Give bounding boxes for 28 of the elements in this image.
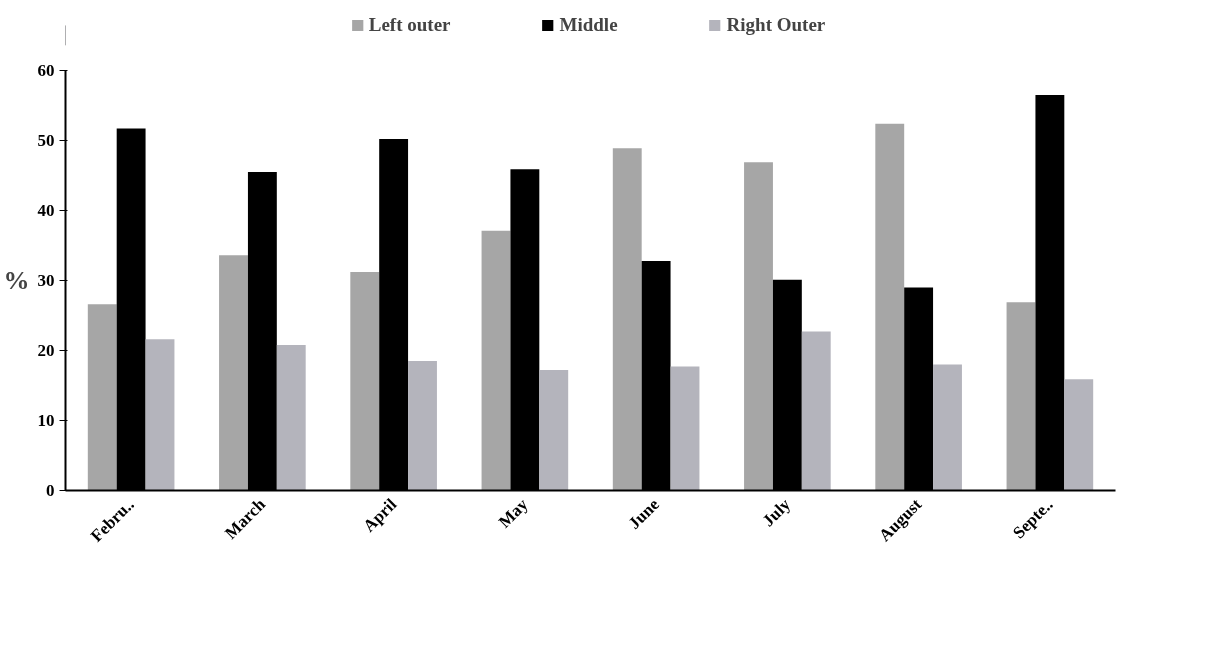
bar [276,344,306,491]
bar [87,304,117,491]
bar [670,366,700,491]
bar [350,272,380,491]
bar [145,339,175,491]
bar [408,361,437,491]
bar [875,123,905,491]
y-tick-label: 60 [37,61,55,80]
y-tick-label: 0 [46,481,55,500]
bar [481,230,511,491]
bar [539,370,569,491]
bar [1064,379,1094,491]
y-tick-label: 50 [37,131,55,150]
bar [744,162,773,491]
legend-label: Middle [559,14,618,36]
y-tick-label: 20 [37,341,55,360]
bar [933,364,962,491]
bar [219,255,248,491]
y-tick-label: 10 [37,411,55,430]
x-tick-label: July [758,494,795,531]
legend-label: Left outer [368,14,451,36]
y-tick-label: 40 [37,201,55,220]
bar [1006,302,1036,491]
bar [612,148,642,491]
y-tick-label: 30 [37,271,55,290]
legend-label: Right Outer [726,14,826,36]
y-axis-title: % [3,266,30,295]
bar [801,331,831,491]
